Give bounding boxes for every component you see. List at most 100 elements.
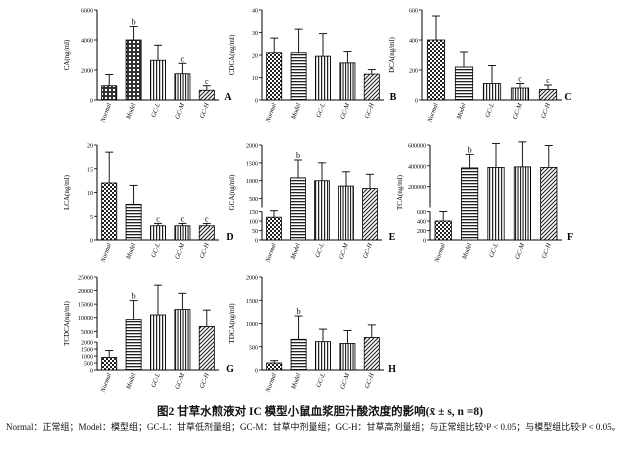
- y-tick-label: 100: [249, 220, 258, 226]
- bar: [174, 73, 191, 101]
- bar: [125, 319, 142, 371]
- x-tick-label: GC-H: [540, 102, 552, 120]
- x-tick-label: Normal: [264, 242, 278, 264]
- panel-label: A: [224, 92, 232, 103]
- bar: [339, 62, 356, 101]
- bar: [266, 216, 282, 241]
- y-axis-label: DCA(ng/ml): [388, 36, 396, 72]
- bar: [198, 326, 215, 371]
- x-tick-label: Normal: [99, 242, 113, 264]
- y-tick-label: 500: [249, 197, 258, 203]
- bar: [426, 39, 446, 101]
- y-tick-label: 200: [417, 229, 426, 235]
- y-tick-label: 0: [415, 99, 418, 105]
- y-tick-label: 10: [87, 191, 93, 197]
- x-tick-label: Model: [290, 102, 303, 121]
- x-tick-label: Model: [289, 242, 302, 261]
- y-tick-label: 20000: [78, 289, 93, 295]
- bar: [198, 225, 215, 241]
- y-tick-label: 1000: [246, 179, 258, 185]
- bar: [315, 341, 331, 371]
- figure-caption: 图2 甘草水煎液对 IC 模型小鼠血浆胆汁酸浓度的影响(x̄ ± s, n =8…: [157, 406, 483, 418]
- bar: [174, 225, 191, 241]
- x-tick-label: Model: [125, 242, 138, 261]
- bar: [125, 203, 142, 241]
- y-axis-label: TCA(ng/ml): [396, 174, 404, 210]
- y-tick-label: 0: [423, 239, 426, 245]
- y-tick-label: 10000: [78, 316, 93, 322]
- y-tick-label: 0: [255, 239, 258, 245]
- y-tick-label: 1000: [246, 322, 258, 328]
- x-tick-label: GC-L: [150, 372, 162, 389]
- bar: [538, 89, 558, 101]
- y-tick-label: 15000: [78, 303, 93, 309]
- x-tick-label: GC-H: [199, 102, 211, 120]
- bar: [314, 180, 330, 241]
- panel-label: B: [390, 92, 397, 103]
- y-tick-label: 0: [90, 99, 93, 105]
- significance-mark: c: [205, 214, 209, 223]
- y-tick-label: 0: [255, 99, 258, 105]
- y-tick-label: 200000: [408, 185, 426, 191]
- bar: [266, 52, 283, 101]
- y-tick-label: 400: [417, 220, 426, 226]
- significance-mark: c: [156, 214, 160, 223]
- figure-note: Normal：正常组；Model：模型组；GC-L：甘草低剂量组；GC-M：甘草…: [6, 422, 621, 432]
- y-tick-label: 400000: [408, 164, 426, 170]
- significance-mark: c: [205, 77, 209, 86]
- bar: [101, 182, 118, 241]
- x-tick-label: Model: [461, 242, 474, 261]
- significance-mark: b: [297, 307, 301, 316]
- y-tick-label: 10: [252, 76, 258, 82]
- x-tick-label: GC-H: [199, 372, 211, 390]
- y-tick-label: 2000: [246, 276, 258, 282]
- x-tick-label: GC-L: [488, 242, 500, 259]
- x-tick-label: Model: [125, 102, 138, 121]
- panel-C: 0 200 400 600 DCA(ng/ml) Normal Model GC-L c GC-M…: [388, 9, 572, 125]
- y-tick-label: 1500: [246, 161, 258, 167]
- x-tick-label: GC-H: [362, 242, 374, 260]
- panel-label: E: [389, 232, 396, 243]
- significance-mark: b: [468, 145, 472, 154]
- y-axis-label: LCA(ng/ml): [63, 174, 71, 210]
- x-tick-label: GC-H: [541, 242, 553, 260]
- y-tick-label: 2000: [246, 144, 258, 150]
- bar: [125, 39, 142, 101]
- y-tick-label: 25000: [78, 276, 93, 282]
- bar: [101, 357, 118, 371]
- bar: [338, 185, 354, 241]
- x-tick-label: GC-L: [314, 242, 326, 259]
- x-tick-label: GC-L: [150, 102, 162, 119]
- panel-F: 0 200 400 600 200000 400000 600000 TCA(ng/ml) No…: [396, 141, 573, 264]
- bar: [290, 52, 307, 101]
- x-tick-label: GC-L: [315, 102, 327, 119]
- x-tick-label: GC-M: [174, 242, 186, 261]
- significance-mark: b: [296, 151, 300, 160]
- y-tick-label: 2000: [81, 69, 93, 75]
- bar: [198, 89, 215, 101]
- x-tick-label: Model: [290, 372, 303, 391]
- panel-E: 0 50 100 150 500 1000 1500 2000 GCA(ng/ml) Normal…: [228, 144, 396, 265]
- y-tick-label: 600: [409, 9, 418, 15]
- y-tick-label: 500: [84, 362, 93, 368]
- x-tick-label: GC-M: [339, 372, 351, 391]
- y-tick-label: 5000: [81, 330, 93, 336]
- x-tick-label: Normal: [99, 372, 113, 394]
- y-axis-label: TCDCA(ng/ml): [63, 300, 71, 345]
- x-tick-label: Normal: [264, 102, 278, 124]
- y-tick-label: 5: [90, 215, 93, 221]
- bar: [363, 73, 380, 101]
- x-tick-label: GC-M: [512, 102, 524, 121]
- bar: [482, 83, 502, 101]
- y-tick-label: 500: [249, 345, 258, 351]
- bar: [150, 314, 166, 371]
- y-tick-label: 6000: [81, 9, 93, 15]
- y-tick-label: 1000: [81, 355, 93, 361]
- panel-label: G: [226, 364, 234, 375]
- bar: [101, 85, 118, 101]
- bar: [150, 59, 166, 101]
- x-tick-label: GC-H: [199, 242, 211, 260]
- panel-A: 0 2000 4000 6000 CA(ng/ml) Normal b Model GC-L c G…: [63, 9, 232, 125]
